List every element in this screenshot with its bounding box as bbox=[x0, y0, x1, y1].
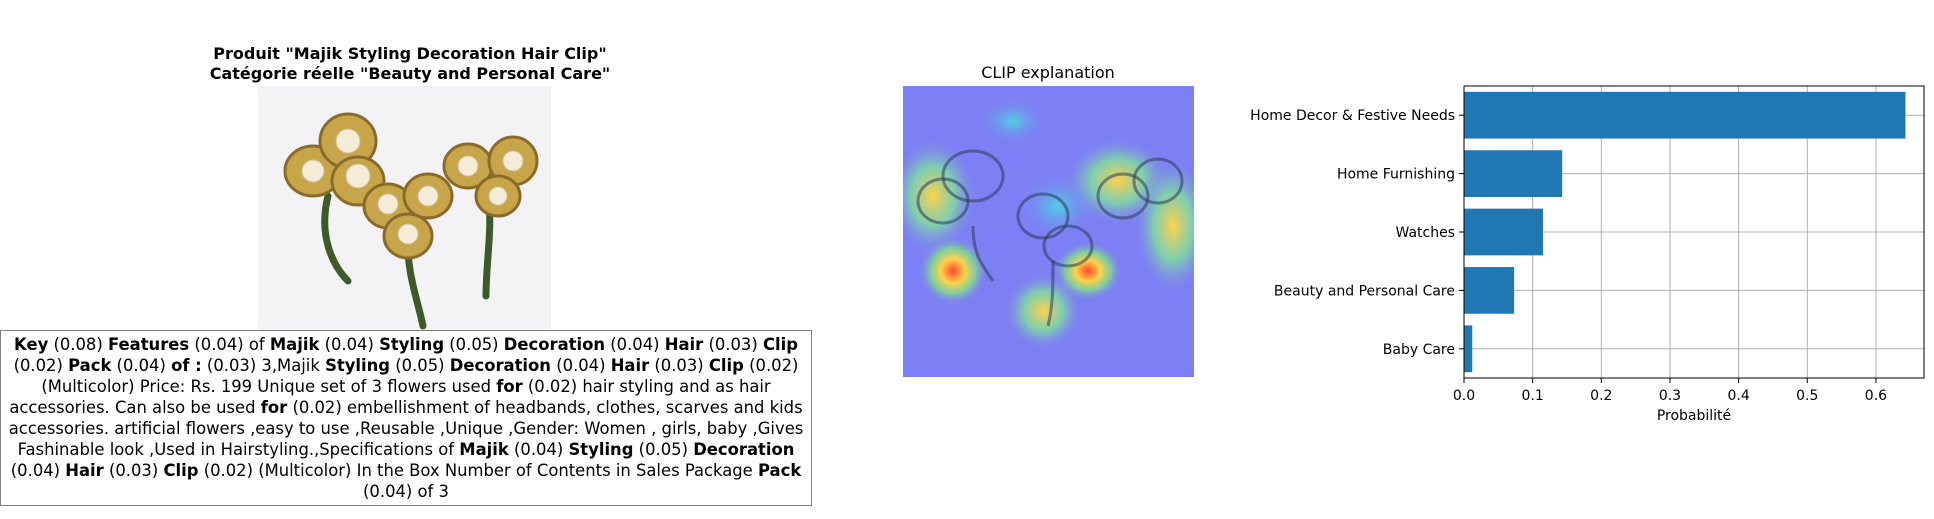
product-title-line1: Produit "Majik Styling Decoration Hair C… bbox=[213, 44, 607, 63]
description-keyword: Styling bbox=[379, 335, 445, 354]
description-text: (0.04) of 3 bbox=[363, 482, 449, 501]
y-tick-label: Beauty and Personal Care bbox=[1274, 283, 1455, 299]
description-text: (0.04) bbox=[111, 356, 172, 375]
description-keyword: Pack bbox=[757, 461, 802, 480]
description-text: (0.03) bbox=[703, 335, 763, 354]
description-keyword: Clip bbox=[708, 356, 744, 375]
description-keyword: Key bbox=[14, 335, 49, 354]
description-text: (0.03) 3,Majik bbox=[201, 356, 326, 375]
bar bbox=[1464, 208, 1543, 256]
description-text: (0.02) embellishment of headbands, cloth… bbox=[8, 398, 804, 459]
x-tick-label: 0.1 bbox=[1522, 388, 1544, 404]
description-keyword: Majik bbox=[459, 440, 509, 459]
description-keyword: Hair bbox=[610, 356, 650, 375]
description-keyword: Decoration bbox=[449, 356, 551, 375]
product-title: Produit "Majik Styling Decoration Hair C… bbox=[160, 44, 660, 84]
description-keyword: for bbox=[260, 398, 288, 417]
description-keyword: Clip bbox=[163, 461, 199, 480]
y-tick-label: Home Furnishing bbox=[1337, 167, 1455, 183]
x-tick-label: 0.4 bbox=[1727, 388, 1749, 404]
bar bbox=[1464, 325, 1473, 373]
bar bbox=[1464, 267, 1515, 314]
description-keyword: for bbox=[496, 377, 523, 396]
product-title-line2: Catégorie réelle "Beauty and Personal Ca… bbox=[209, 64, 611, 83]
product-photo bbox=[258, 86, 551, 330]
description-text: (0.05) bbox=[390, 356, 450, 375]
description-keyword: Hair bbox=[65, 461, 104, 480]
x-tick-label: 0.2 bbox=[1590, 388, 1612, 404]
description-text: (0.03) bbox=[103, 461, 164, 480]
plot-frame bbox=[1463, 85, 1925, 379]
description-text: (0.04) of bbox=[189, 335, 270, 354]
description-text: (0.05) bbox=[444, 335, 504, 354]
description-keyword: Decoration bbox=[503, 335, 606, 354]
x-tick-label: 0.5 bbox=[1796, 388, 1818, 404]
description-text: (0.02) hair styling and as hair accessor… bbox=[9, 377, 771, 417]
bar bbox=[1464, 150, 1563, 197]
description-text: (0.04) bbox=[319, 335, 380, 354]
description-text: (0.02) bbox=[13, 356, 69, 375]
y-tick-label: Watches bbox=[1396, 225, 1456, 241]
description-text: (0.05) bbox=[633, 440, 694, 459]
description-keyword: Styling bbox=[568, 440, 634, 459]
description-keyword: Majik bbox=[269, 335, 320, 354]
x-tick-label: 0.6 bbox=[1865, 388, 1887, 404]
description-keyword: Clip bbox=[762, 335, 798, 354]
description-text: (0.04) bbox=[508, 440, 569, 459]
description-keyword: Styling bbox=[325, 356, 391, 375]
x-tick-label: 0.0 bbox=[1453, 388, 1475, 404]
clip-heatmap bbox=[903, 86, 1194, 377]
y-tick-label: Baby Care bbox=[1383, 342, 1455, 358]
description-box: Key (0.08) Features (0.04) of Majik (0.0… bbox=[0, 330, 812, 506]
description-text: (0.03) bbox=[649, 356, 709, 375]
description-text: (0.02) (Multicolor) In the Box Number of… bbox=[198, 461, 758, 480]
description-keyword: Pack bbox=[68, 356, 112, 375]
description-text: (0.08) bbox=[48, 335, 108, 354]
x-tick-label: 0.3 bbox=[1659, 388, 1681, 404]
description-text: (0.02) (Multicolor) Price: Rs. 199 Uniqu… bbox=[41, 356, 799, 396]
y-tick-label: Home Decor & Festive Needs bbox=[1250, 108, 1455, 124]
description-text: (0.04) bbox=[10, 461, 66, 480]
description-text: (0.04) bbox=[605, 335, 665, 354]
bar bbox=[1464, 91, 1906, 139]
description-keyword: of : bbox=[171, 356, 202, 375]
description-text: (0.04) bbox=[550, 356, 611, 375]
description-keyword: Hair bbox=[664, 335, 704, 354]
description-keyword: Decoration bbox=[693, 440, 795, 459]
clip-title: CLIP explanation bbox=[981, 63, 1115, 82]
description-keyword: Features bbox=[107, 335, 190, 354]
x-axis-label: Probabilité bbox=[1657, 408, 1731, 424]
